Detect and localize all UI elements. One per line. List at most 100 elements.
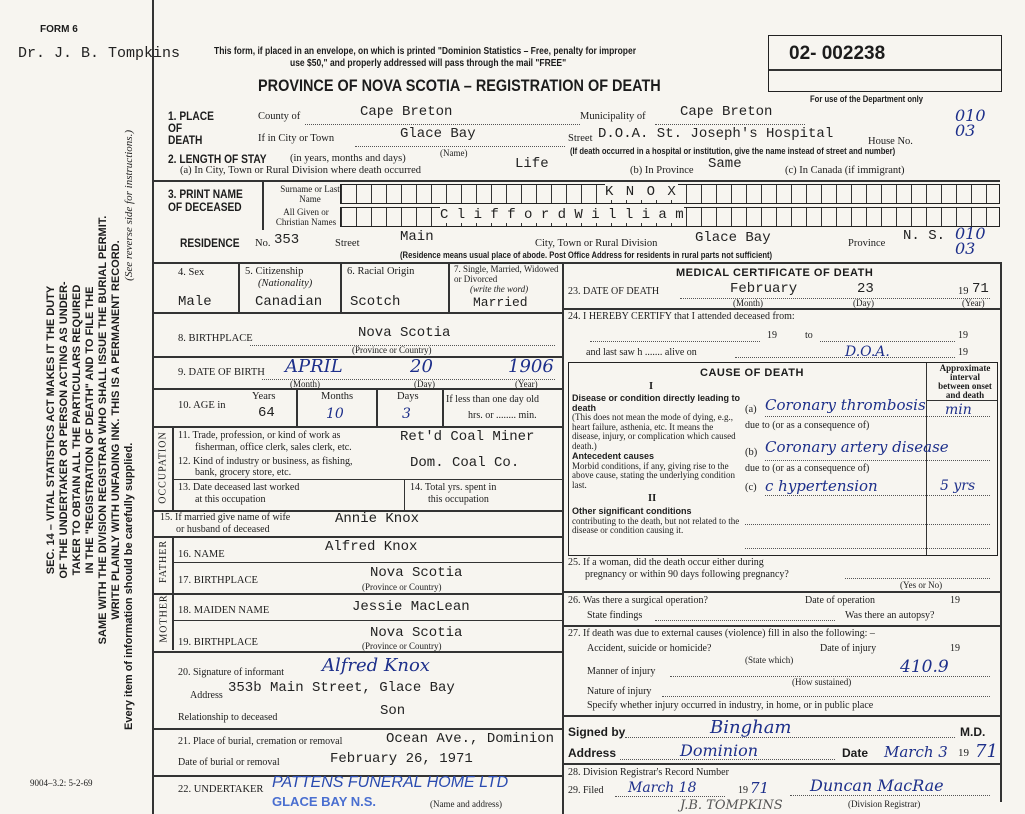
relationship-value: Son	[380, 703, 406, 719]
birthplace-value: Nova Scotia	[358, 325, 451, 341]
q27-label: 27. If death was due to external causes …	[568, 628, 875, 639]
physician-address-label: Address	[568, 746, 617, 760]
municipality-value: Cape Breton	[680, 104, 773, 120]
department-use-label: For use of the Department only	[810, 94, 924, 104]
hospital-note: (If death occurred in a hospital or inst…	[570, 146, 896, 156]
other-conditions-text: contributing to the death, but not relat…	[572, 515, 740, 535]
industry-label: 12. Kind of industry or business, as fis…	[178, 456, 353, 467]
trade-label: 11. Trade, profession, or kind of work a…	[178, 430, 341, 441]
q26-label: 26. Was there a surgical operation?	[568, 595, 708, 606]
residence-note: (Residence means usual place of abode. P…	[400, 250, 773, 260]
attended-to-19: 19	[958, 330, 968, 341]
residence-city-value: Glace Bay	[695, 230, 771, 246]
dod-day-note: (Day)	[853, 298, 874, 308]
given-name-value: C l i f f o r d W i l l i a m	[440, 207, 684, 223]
cause-c-mark: (c)	[745, 482, 757, 493]
cause-of-death-box	[568, 362, 998, 556]
residence-province-label: Province	[848, 238, 886, 249]
father-birthplace-note: (Province or Country)	[362, 582, 442, 592]
racial-origin-value: Scotch	[350, 294, 401, 310]
marital-sub: (write the word)	[470, 284, 529, 294]
dod-year-note: (Year)	[962, 298, 985, 308]
place-of-death-label: 1. PLACE OF DEATH	[168, 109, 214, 147]
burial-date-label: Date of burial or removal	[178, 757, 280, 768]
years-value: 64	[258, 405, 275, 421]
given-name-label: All Given or Christian Names	[275, 207, 337, 227]
operation-19: 19	[950, 595, 960, 606]
county-value: Cape Breton	[360, 104, 453, 120]
part-ii-label: II	[648, 493, 657, 504]
q25-label: 25. If a woman, did the death occur eith…	[568, 557, 764, 568]
residence-no-value: 353	[274, 232, 300, 248]
occupation-side-label: OCCUPATION	[157, 431, 169, 504]
filed-year-value: 71	[750, 779, 770, 797]
injury-date-label: Date of injury	[820, 643, 877, 654]
total-years-label: 14. Total yrs. spent in	[410, 482, 497, 493]
industry-value: Dom. Coal Co.	[410, 455, 520, 471]
residence-label: RESIDENCE	[180, 236, 240, 250]
cause-b-value: Coronary artery disease	[765, 438, 949, 456]
registrar-signature: Duncan MacRae	[810, 776, 944, 795]
date-of-death-label: 23. DATE OF DEATH	[568, 286, 660, 297]
length-of-stay-label: 2. LENGTH OF STAY	[168, 152, 267, 166]
father-name-label: 16. NAME	[178, 549, 225, 560]
mother-maiden-label: 18. MAIDEN NAME	[178, 605, 270, 616]
days-label: Days	[397, 391, 419, 402]
undertaker-stamp: PATTENS FUNERAL HOME LTD	[272, 774, 509, 791]
sidebar-footer-row: Every item of information should be care…	[123, 110, 136, 750]
mother-maiden-value: Jessie MacLean	[352, 599, 470, 615]
interval-label: Approximate interval between onset and d…	[938, 363, 992, 400]
province-stay-value: Same	[708, 156, 742, 172]
antecedent-label: Antecedent causes	[572, 451, 655, 461]
part-i-label: I	[649, 381, 654, 392]
city-stay-value: Life	[515, 156, 549, 172]
city-label: If in City or Town	[258, 133, 335, 144]
autopsy-label: Was there an autopsy?	[845, 610, 935, 621]
municipality-label: Municipality of	[580, 111, 646, 122]
county-label: County of	[258, 111, 301, 122]
dod-month-note: (Month)	[733, 298, 763, 308]
trade-value: Ret'd Coal Miner	[400, 429, 535, 445]
sign-year-value: 71	[975, 741, 998, 762]
canada-stay-label: (c) In Canada (if immigrant)	[785, 165, 905, 176]
residence-street-value: Main	[400, 229, 434, 245]
how-sustained-note: (How sustained)	[792, 677, 852, 687]
citizenship-value: Canadian	[255, 294, 323, 310]
direct-cause-desc: Disease or condition directly leading to…	[572, 393, 742, 451]
sign-year-prefix: 19	[958, 747, 969, 759]
md-label: M.D.	[960, 725, 986, 739]
residence-street-label: Street	[335, 238, 360, 249]
signed-by-label: Signed by	[568, 725, 626, 739]
citizenship-sub: (Nationality)	[258, 278, 313, 289]
notice-line: SEC. 14 – VITAL STATISTICS ACT MAKES IT …	[45, 285, 57, 575]
department-code: 010 03	[955, 106, 986, 140]
burial-place-label: 21. Place of burial, cremation or remova…	[178, 736, 343, 747]
attended-to-label: to	[805, 330, 813, 341]
years-label: Years	[252, 391, 276, 402]
dod-day-value: 23	[857, 281, 874, 297]
dob-year-note: (Year)	[515, 379, 538, 389]
antecedent-desc: Antecedent causes Morbid conditions, if …	[572, 451, 742, 490]
sign-date-label: Date	[842, 746, 869, 760]
sex-value: Male	[178, 294, 212, 310]
burial-date-value: February 26, 1971	[330, 751, 473, 767]
attended-from-19: 19	[767, 330, 777, 341]
dob-year-value: 1906	[508, 356, 554, 377]
due-to-label-1: due to (or as a consequence of)	[745, 420, 870, 431]
mother-birthplace-note: (Province or Country)	[362, 641, 442, 651]
city-value: Glace Bay	[400, 126, 476, 142]
physician-address-value: Dominion	[680, 741, 759, 760]
birthplace-note: (Province or Country)	[352, 345, 432, 355]
operation-date-label: Date of operation	[805, 595, 875, 606]
filed-date-value: March 18	[628, 780, 697, 796]
informant-address-label: Address	[190, 690, 223, 701]
dob-day-value: 20	[410, 356, 433, 377]
notice-line: WRITE PLAINLY WITH UNFADING INK. THIS IS…	[110, 240, 122, 620]
sex-label: 4. Sex	[178, 267, 205, 278]
dob-month-note: (Month)	[290, 379, 320, 389]
residence-province-value: N. S.	[903, 228, 946, 244]
informant-address-value: 353b Main Street, Glace Bay	[228, 680, 455, 696]
industry-label-2: bank, grocery store, etc.	[195, 467, 292, 478]
residence-city-label: City, Town or Rural Division	[535, 238, 658, 249]
months-label: Months	[321, 391, 354, 402]
